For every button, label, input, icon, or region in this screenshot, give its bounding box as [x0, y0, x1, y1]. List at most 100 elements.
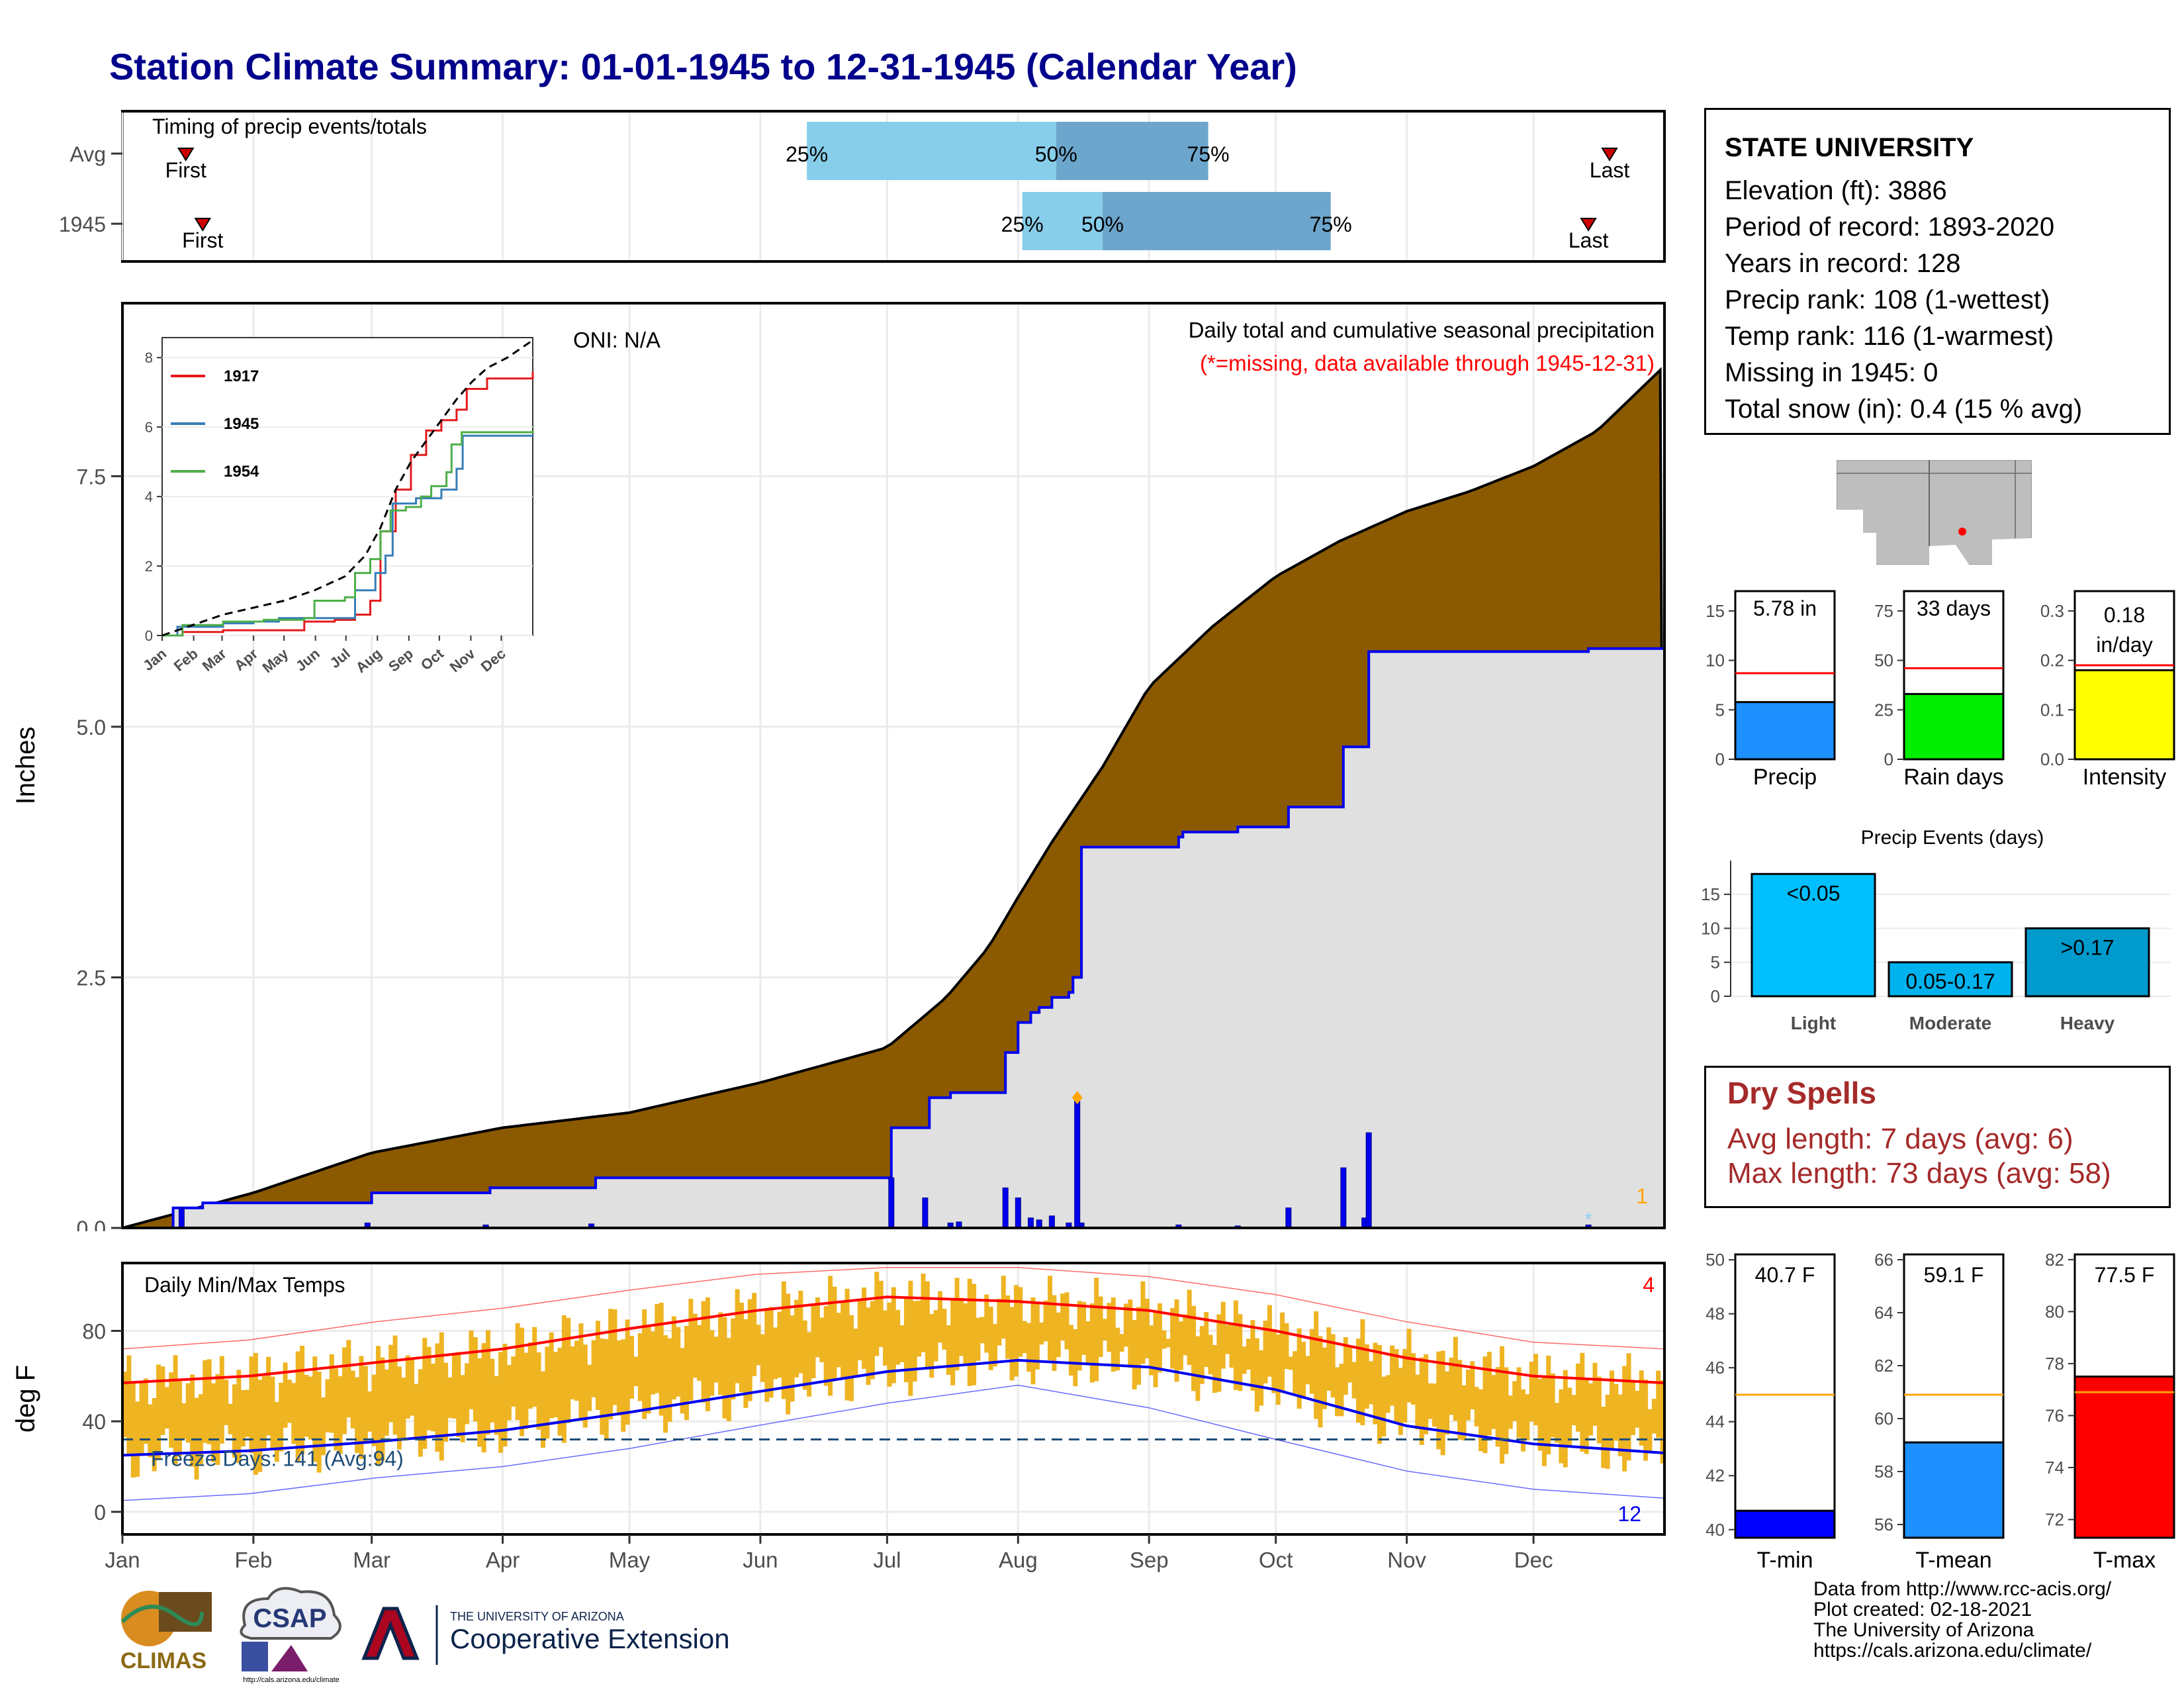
- summary-y-tick-label: 10: [1706, 651, 1725, 671]
- daily-temp-bar: [198, 1394, 203, 1464]
- daily-temp-bar: [1512, 1381, 1518, 1421]
- summary-bar: [1903, 1441, 2005, 1539]
- daily-temp-bar: [972, 1284, 977, 1385]
- daily-temp-bar: [1516, 1367, 1522, 1438]
- inset-y-tick-label: 2: [145, 558, 153, 575]
- daily-temp-bar: [506, 1364, 512, 1421]
- daily-temp-bar: [426, 1346, 432, 1430]
- daily-temp-bar: [1432, 1383, 1437, 1427]
- footer-credits: Data from http://www.rcc-acis.org/ Plot …: [1813, 1579, 2111, 1661]
- daily-temp-bar: [1013, 1285, 1019, 1377]
- daily-temp-bar: [122, 1372, 127, 1438]
- daily-temp-bar: [460, 1375, 465, 1442]
- daily-temp-bar: [1288, 1356, 1293, 1370]
- footer-university: The University of Arizona: [1813, 1619, 2034, 1641]
- missing-marker: *: [1585, 1209, 1592, 1229]
- daily-temp-bar: [1111, 1297, 1116, 1372]
- daily-temp-bar: [667, 1338, 672, 1422]
- daily-temp-bar: [249, 1356, 254, 1454]
- daily-temp-bar: [1622, 1366, 1627, 1472]
- csap-mountain-icon: [271, 1645, 308, 1671]
- daily-temp-bar: [663, 1335, 668, 1433]
- daily-temp-bar: [1229, 1324, 1234, 1368]
- daily-temp-bar: [1140, 1281, 1146, 1364]
- daily-temp-bar: [287, 1380, 292, 1423]
- daily-temp-bar: [743, 1319, 749, 1408]
- daily-temp-bar: [190, 1374, 195, 1467]
- daily-temp-bar: [1364, 1344, 1369, 1409]
- daily-temp-bar: [1123, 1303, 1128, 1347]
- daily-temp-bar: [1533, 1354, 1539, 1426]
- daily-temp-bar: [1575, 1363, 1580, 1432]
- daily-temp-bar: [1406, 1329, 1412, 1403]
- daily-temp-bar: [680, 1348, 685, 1414]
- daily-precip-bar: [1002, 1187, 1009, 1229]
- daily-temp-bar: [465, 1363, 470, 1425]
- daily-temp-bar: [553, 1352, 559, 1418]
- daily-temp-bar: [633, 1356, 639, 1386]
- daily-temp-bar: [595, 1321, 600, 1410]
- daily-temp-bar: [925, 1281, 930, 1370]
- daily-temp-bar: [747, 1299, 752, 1401]
- daily-temp-bar: [979, 1317, 985, 1344]
- timing-row-label: Avg: [69, 142, 106, 166]
- timing-25-label: 25%: [1001, 212, 1044, 236]
- daily-temp-bar: [705, 1297, 710, 1411]
- month-tick-label: Jan: [105, 1548, 140, 1572]
- daily-temp-bar: [215, 1374, 220, 1466]
- daily-temp-bar: [1424, 1354, 1429, 1434]
- daily-temp-bar: [304, 1374, 309, 1437]
- csap-grid-icon: [242, 1642, 268, 1671]
- summary-y-tick-label: 5: [1715, 700, 1725, 720]
- inset-series-line: [162, 434, 534, 637]
- daily-temp-bar: [908, 1280, 913, 1396]
- csap-url: http://cals.arizona.edu/climate: [243, 1676, 340, 1684]
- daily-temp-bar: [773, 1327, 778, 1380]
- station-info-box: STATE UNIVERSITY Elevation (ft): 3886 Pe…: [1704, 108, 2171, 435]
- daily-temp-bar: [1165, 1338, 1171, 1348]
- daily-temp-bar: [1339, 1364, 1344, 1417]
- daily-temp-bar: [1500, 1346, 1505, 1464]
- timing-last-label: Last: [1569, 228, 1609, 252]
- summary-y-tick-label: 74: [2045, 1458, 2064, 1477]
- daily-temp-bar: [350, 1370, 355, 1429]
- daily-temp-bar: [790, 1315, 795, 1402]
- daily-temp-bar: [498, 1352, 504, 1453]
- daily-temp-bar: [549, 1332, 554, 1419]
- daily-temp-bar: [1614, 1383, 1619, 1441]
- daily-temp-bar: [1605, 1394, 1610, 1469]
- daily-temp-bar: [1246, 1338, 1251, 1370]
- daily-temp-bar: [671, 1316, 676, 1400]
- daily-temp-bar: [1119, 1334, 1124, 1352]
- daily-temp-bar: [1656, 1370, 1661, 1438]
- summary-y-tick-label: 56: [1874, 1515, 1893, 1534]
- daily-temp-bar: [1647, 1409, 1653, 1452]
- daily-temp-bar: [828, 1276, 833, 1396]
- daily-temp-bar: [954, 1278, 960, 1371]
- footer-data-source: Data from http://www.rcc-acis.org/: [1813, 1578, 2112, 1600]
- footer-url: https://cals.arizona.edu/climate/: [1813, 1640, 2092, 1662]
- timing-first-marker: [194, 218, 212, 232]
- daily-temp-bar: [688, 1299, 694, 1401]
- daily-temp-bar: [866, 1307, 871, 1385]
- daily-precip-bar: [1365, 1132, 1372, 1229]
- station-missing: Missing in 1945: 0: [1725, 358, 1938, 387]
- oni-label: ONI: N/A: [573, 328, 660, 352]
- daily-temp-bar: [1592, 1362, 1598, 1426]
- events-y-tick-label: 0: [1711, 986, 1720, 1006]
- inset-y-tick-label: 8: [145, 350, 153, 366]
- summary-y-tick-label: 42: [1706, 1466, 1725, 1485]
- daily-temp-bar: [621, 1339, 626, 1432]
- timing-25-label: 25%: [786, 142, 828, 166]
- temp-y-tick-label: 40: [82, 1410, 106, 1434]
- daily-temp-bar: [862, 1288, 867, 1369]
- daily-temp-bar: [261, 1376, 267, 1448]
- daily-temp-bar: [325, 1379, 330, 1432]
- daily-temp-bar: [1436, 1351, 1441, 1450]
- daily-temp-bar: [1347, 1345, 1353, 1383]
- daily-temp-bar: [473, 1337, 478, 1422]
- daily-temp-bar: [447, 1377, 453, 1419]
- daily-temp-bar: [739, 1302, 744, 1393]
- daily-temp-bar: [316, 1372, 322, 1473]
- daily-temp-bar: [1440, 1350, 1445, 1456]
